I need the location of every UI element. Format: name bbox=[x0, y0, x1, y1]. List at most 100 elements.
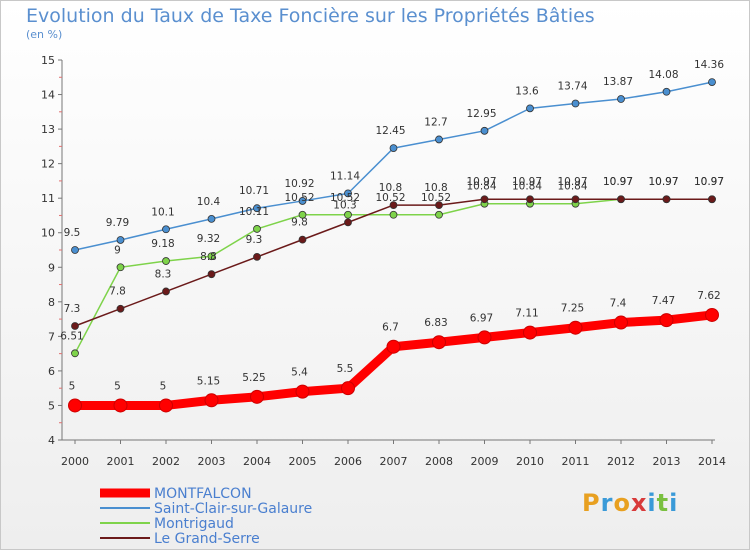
data-label: 13.6 bbox=[515, 85, 539, 97]
legend-label: Saint-Clair-sur-Galaure bbox=[154, 501, 312, 517]
y-tick-label: 8 bbox=[48, 296, 55, 309]
data-label: 11.14 bbox=[330, 170, 360, 182]
chart-subtitle: (en %) bbox=[26, 28, 63, 41]
data-label: 10.97 bbox=[557, 176, 587, 188]
x-tick-label: 2010 bbox=[516, 455, 544, 468]
data-point bbox=[344, 210, 352, 219]
data-label: 10.97 bbox=[603, 176, 633, 188]
data-label: 7.4 bbox=[610, 298, 627, 310]
data-point bbox=[526, 104, 534, 113]
data-point bbox=[435, 135, 443, 144]
data-point bbox=[204, 393, 219, 408]
logo-letter: o bbox=[613, 489, 631, 517]
series-montfalcon bbox=[68, 307, 719, 413]
data-point bbox=[389, 210, 398, 219]
data-point bbox=[253, 253, 261, 261]
x-tick-label: 2005 bbox=[289, 455, 317, 468]
data-label: 9 bbox=[114, 244, 121, 256]
data-point bbox=[435, 210, 443, 219]
data-labels-layer: 5 5 5 5.15 5.25 5.4 5.56.7 6.83 6.97 7.11 7.25 7.4 7… bbox=[60, 59, 724, 392]
series-line bbox=[74, 81, 713, 251]
data-point bbox=[207, 270, 216, 279]
data-label: 9.18 bbox=[151, 238, 174, 250]
y-tick-label: 12 bbox=[41, 158, 55, 171]
data-label: 5 bbox=[114, 380, 121, 392]
data-label: 13.74 bbox=[557, 81, 587, 93]
y-tick-label: 9 bbox=[48, 261, 55, 274]
y-tick-label: 15 bbox=[41, 54, 55, 67]
logo-letter: r bbox=[600, 489, 614, 517]
data-point bbox=[386, 339, 401, 354]
data-label: 12.95 bbox=[466, 108, 496, 120]
data-label: 10.97 bbox=[466, 176, 496, 188]
data-label: 14.08 bbox=[648, 69, 678, 81]
y-tick-label: 14 bbox=[41, 89, 55, 102]
data-label: 9.79 bbox=[106, 217, 129, 229]
y-tick-label: 5 bbox=[48, 399, 55, 412]
data-label: 7.47 bbox=[652, 295, 675, 307]
data-label: 10.11 bbox=[239, 206, 269, 218]
data-label: 10.8 bbox=[424, 182, 447, 194]
data-label: 10.71 bbox=[239, 185, 269, 197]
data-label: 10.4 bbox=[197, 196, 221, 208]
logo-letter: i bbox=[647, 489, 657, 517]
y-tick-label: 11 bbox=[41, 192, 55, 205]
series-layer bbox=[68, 78, 719, 413]
data-point bbox=[344, 218, 352, 227]
data-label: 10.84 bbox=[466, 181, 496, 193]
data-label: 7.25 bbox=[561, 303, 584, 315]
data-label: 10.97 bbox=[603, 176, 633, 188]
data-label: 5.25 bbox=[242, 372, 265, 384]
y-tick-label: 6 bbox=[48, 365, 55, 378]
data-point bbox=[480, 126, 489, 135]
x-tick-label: 2011 bbox=[562, 455, 590, 468]
legend-item: Montrigaud bbox=[100, 516, 234, 532]
y-tick-label: 10 bbox=[41, 227, 55, 240]
data-point bbox=[662, 195, 671, 204]
data-point bbox=[250, 389, 264, 404]
data-point bbox=[659, 313, 674, 328]
data-label: 12.7 bbox=[424, 116, 447, 128]
legend-item: Le Grand-Serre bbox=[100, 531, 260, 547]
legend-label: Montrigaud bbox=[154, 516, 234, 532]
x-tick-label: 2001 bbox=[107, 455, 135, 468]
data-point bbox=[480, 195, 489, 204]
data-point bbox=[389, 144, 398, 152]
data-point bbox=[159, 398, 173, 413]
data-point bbox=[432, 335, 446, 350]
data-label: 10.97 bbox=[694, 176, 724, 188]
y-tick-label: 4 bbox=[48, 434, 55, 447]
data-label: 8.3 bbox=[155, 268, 172, 280]
data-label: 6.7 bbox=[382, 322, 399, 334]
data-label: 10.97 bbox=[512, 176, 542, 188]
data-label: 9.5 bbox=[64, 227, 81, 239]
data-point bbox=[116, 304, 125, 313]
data-point bbox=[662, 87, 671, 96]
data-point bbox=[71, 349, 79, 358]
logo-letter: i bbox=[669, 489, 679, 517]
data-label: 10.52 bbox=[284, 192, 314, 204]
data-label: 13.87 bbox=[603, 76, 633, 88]
data-point bbox=[344, 189, 352, 198]
data-point bbox=[71, 246, 79, 254]
data-point bbox=[298, 197, 307, 205]
x-tick-label: 2007 bbox=[380, 455, 408, 468]
data-label: 5 bbox=[160, 380, 167, 392]
data-point bbox=[389, 201, 398, 209]
data-point bbox=[708, 195, 716, 204]
y-tick-label: 7 bbox=[48, 330, 55, 343]
logo-letter: t bbox=[656, 489, 670, 517]
x-tick-label: 2013 bbox=[653, 455, 681, 468]
data-point bbox=[207, 215, 216, 223]
logo-letter: P bbox=[582, 489, 601, 517]
data-point bbox=[162, 287, 170, 296]
data-point bbox=[568, 320, 583, 335]
data-point bbox=[571, 195, 580, 204]
data-point bbox=[705, 307, 719, 322]
data-label: 6.97 bbox=[470, 312, 493, 324]
x-tick-label: 2008 bbox=[425, 455, 453, 468]
data-point bbox=[526, 195, 534, 204]
legend-label: MONTFALCON bbox=[154, 486, 252, 502]
